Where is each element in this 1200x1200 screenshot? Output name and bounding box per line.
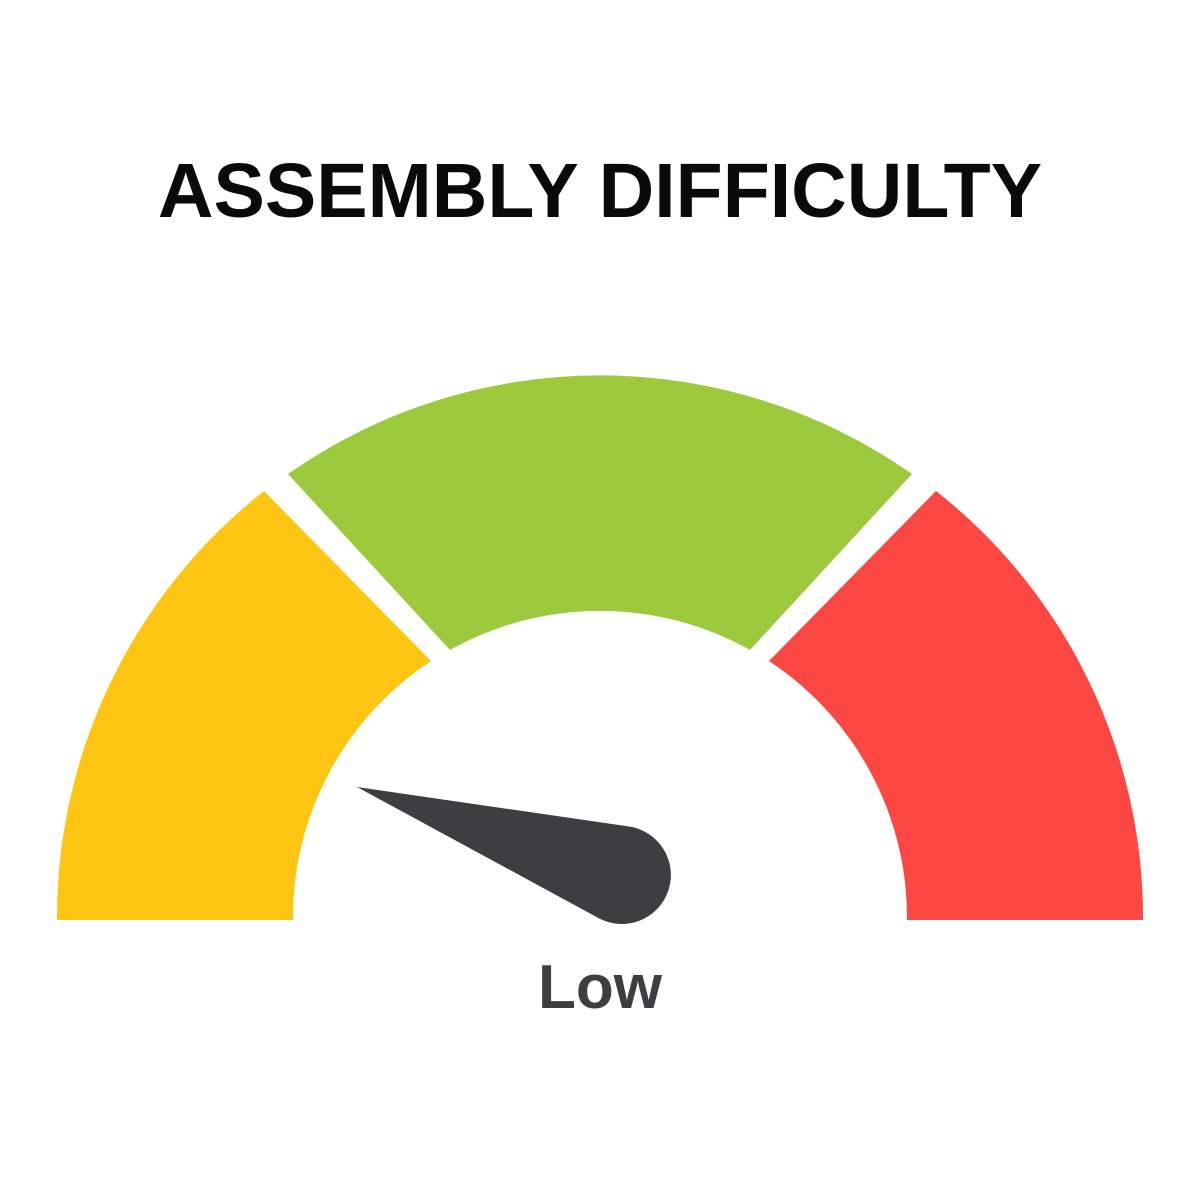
gauge-value-label: Low [538, 953, 662, 1022]
gauge-segment-high [769, 491, 1144, 920]
gauge-segment-medium [288, 375, 912, 650]
page-title: ASSEMBLY DIFFICULTY [157, 148, 1043, 234]
gauge-segment-low [56, 491, 431, 920]
gauge-needle [357, 787, 671, 924]
